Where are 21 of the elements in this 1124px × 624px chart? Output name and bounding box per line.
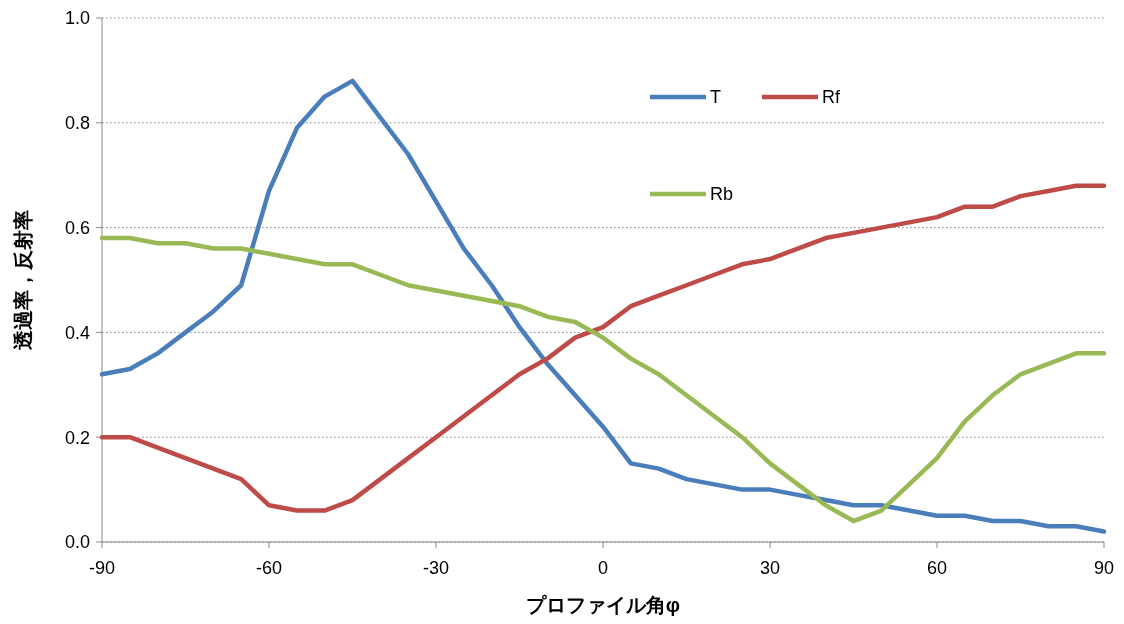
x-tick-label: 60 (926, 558, 948, 578)
y-tick-label: 0.0 (64, 532, 90, 553)
line-series (99, 78, 1107, 534)
y-tick-label: 0.6 (64, 217, 90, 238)
y-tick-label: 0.8 (64, 113, 90, 134)
legend-label: Rf (822, 87, 841, 108)
x-axis-title: プロファイル角φ (525, 594, 681, 616)
x-tick-label: -90 (88, 558, 116, 578)
y-tick-label: 0.2 (64, 427, 90, 448)
x-tick-label: -60 (255, 558, 283, 578)
y-tick-label: 1.0 (64, 8, 90, 29)
x-tick-label: -30 (422, 558, 450, 578)
line-series (99, 235, 1107, 524)
legend-label: T (710, 87, 721, 108)
y-axis-title: 透過率，反射率 (12, 210, 34, 351)
x-tick-label: 30 (759, 558, 781, 578)
line-series (99, 183, 1107, 513)
x-tick-label: 90 (1093, 558, 1115, 578)
y-tick-label: 0.4 (64, 322, 90, 343)
x-tick-label: 0 (597, 558, 609, 578)
legend-label: Rb (710, 184, 734, 205)
